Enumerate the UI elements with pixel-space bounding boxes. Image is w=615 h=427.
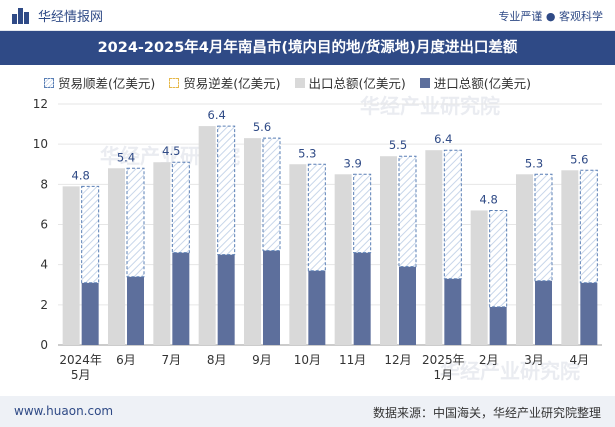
surplus-bar [81,185,100,284]
legend-swatch-export [294,77,305,88]
legend-label-export: 出口总额(亿美元) [308,76,406,91]
footer-website: www.huaon.com [14,404,114,418]
x-tick-label: 12月 [384,353,411,367]
import-bar [81,282,99,345]
y-tick-label: 4 [40,258,48,272]
x-tick-label: 4月 [570,353,590,367]
surplus-bar [398,155,417,268]
import-bar [353,252,371,345]
y-tick-label: 6 [40,218,48,232]
export-bar [244,138,261,345]
import-bar [308,270,326,345]
watermark: 华经产业研究院 [440,359,580,383]
export-bar [108,168,125,345]
surplus-data-label: 5.3 [525,156,543,170]
surplus-data-label: 6.4 [208,108,226,122]
top-bar: 华经情报网 专业严谨 ● 客观科学 [0,0,615,31]
export-bar [516,174,533,345]
export-bar [334,174,352,345]
slogan: 专业严谨 ● 客观科学 [498,10,603,23]
surplus-data-label: 3.9 [344,156,362,170]
legend: 贸易顺差(亿美元) 贸易逆差(亿美元) 出口总额(亿美元) 进口总额(亿美元) [44,73,545,92]
surplus-data-label: 5.4 [117,150,135,164]
export-bar [561,170,579,345]
surplus-bar [262,137,281,252]
legend-label-surplus: 贸易顺差(亿美元) [58,76,156,91]
export-bar [380,156,397,345]
import-bar [444,278,462,345]
watermark: 华经产业研究院 [360,94,500,118]
x-tick-label: 9月 [252,353,272,367]
import-bar [172,252,190,345]
surplus-bar [307,163,326,272]
footer-source: 数据来源：中国海关，华经产业研究院整理 [372,406,601,420]
legend-item-surplus: 贸易顺差(亿美元) [44,73,155,92]
surplus-data-label: 4.5 [162,144,180,158]
surplus-data-label: 6.4 [434,132,452,146]
y-tick-label: 2 [40,298,48,312]
export-bar [153,162,171,345]
import-bar [399,266,416,345]
surplus-bar [126,167,145,278]
export-bar [425,150,443,345]
surplus-bar [443,149,462,280]
surplus-data-label: 4.8 [480,192,498,206]
surplus-bar [489,209,508,308]
export-bar [470,210,488,345]
import-bar [580,282,598,345]
footer: www.huaon.com 数据来源：中国海关，华经产业研究院整理 [0,396,615,427]
surplus-bar [217,125,236,256]
import-bar [217,254,235,345]
legend-item-import: 进口总额(亿美元) [419,73,532,92]
surplus-data-label: 5.6 [570,152,588,166]
surplus-bar [534,173,553,282]
surplus-bar [353,173,372,254]
x-tick-label: 6月 [116,353,136,367]
x-tick-label: 7月 [162,353,182,367]
x-tick-label: 2025年 [422,353,465,367]
brand: 华经情报网 [12,6,103,25]
import-bar [489,306,507,345]
export-bar [62,186,80,345]
import-bar [263,250,280,345]
legend-swatch-deficit [169,77,180,88]
import-bar [535,280,552,345]
surplus-data-label: 5.3 [298,146,316,160]
x-tick-label: 11月 [339,353,366,367]
legend-item-export: 出口总额(亿美元) [294,73,406,92]
x-tick-label: 5月 [71,368,91,382]
y-tick-label: 12 [33,97,48,111]
x-tick-label: 3月 [524,353,544,367]
import-bar [127,276,144,345]
surplus-bar [579,169,598,284]
chart-title: 2024-2025年4月年南昌市(境内目的地/货源地)月度进出口差额 [0,31,615,65]
x-tick-label: 2月 [479,353,499,367]
export-bar [198,126,216,345]
legend-label-deficit: 贸易逆差(亿美元) [183,76,281,91]
y-tick-label: 0 [40,338,48,352]
y-tick-label: 8 [40,177,48,191]
surplus-data-label: 5.5 [389,138,407,152]
export-bar [289,164,307,345]
legend-item-deficit: 贸易逆差(亿美元) [169,73,281,92]
legend-swatch-import [419,77,430,88]
logo-icon [12,7,30,24]
x-tick-label: 8月 [207,353,227,367]
brand-name: 华经情报网 [38,10,104,25]
x-tick-label: 10月 [294,353,321,367]
legend-label-import: 进口总额(亿美元) [433,76,532,91]
surplus-data-label: 4.8 [72,168,90,182]
surplus-bar [171,161,190,254]
x-tick-label: 1月 [434,368,454,382]
y-tick-label: 10 [33,137,48,151]
x-tick-label: 2024年 [59,353,102,367]
legend-swatch-surplus [44,77,54,88]
surplus-data-label: 5.6 [253,120,271,134]
